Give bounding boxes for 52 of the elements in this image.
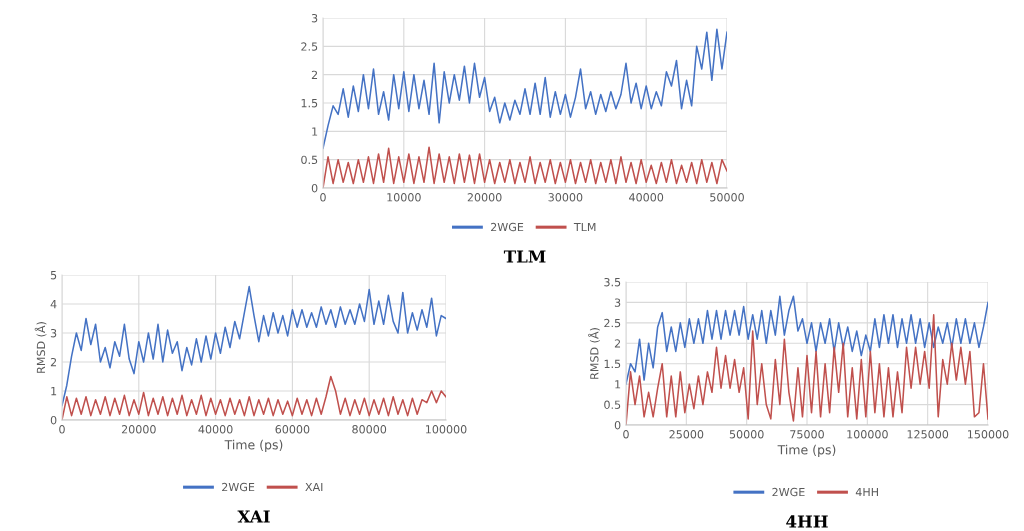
x-tick-label: 30000 xyxy=(548,193,583,202)
x-tick-label: 60000 xyxy=(275,425,310,434)
text: TLM xyxy=(503,250,546,263)
x-tick-label: 100000 xyxy=(426,425,467,434)
legend-label: 2WGE xyxy=(491,222,524,232)
y-tick-label: 2.5 xyxy=(604,318,621,328)
x-tick-label: 100000 xyxy=(847,430,888,439)
x-tick-label: 25000 xyxy=(669,430,704,439)
x-tick-label: 150000 xyxy=(968,430,1009,439)
y-tick-label: 0.5 xyxy=(604,400,621,409)
x-tick-label: 80000 xyxy=(352,425,387,434)
legend-label: XAI xyxy=(305,482,323,492)
x-tick-label: 50000 xyxy=(729,430,764,439)
x-tick-label: 0 xyxy=(59,425,65,434)
x-tick-label: 40000 xyxy=(629,193,664,202)
y-axis-title: RMSD (Å) xyxy=(34,322,47,373)
legend-label: 2WGE xyxy=(772,487,805,497)
y-tick-label: 1.5 xyxy=(604,359,621,369)
text: XAI xyxy=(237,510,270,523)
x-tick-label: 10000 xyxy=(387,193,421,202)
y-tick-label: 1 xyxy=(312,127,318,136)
legend-label: TLM xyxy=(573,222,596,232)
y-tick-label: 1 xyxy=(615,380,621,389)
y-tick-label: 0 xyxy=(50,415,57,425)
y-tick-label: 0.5 xyxy=(301,155,318,165)
x-tick-label: 50000 xyxy=(710,193,744,202)
y-tick-label: 0 xyxy=(311,183,318,193)
y-axis-title: RMSD (Å) xyxy=(588,328,600,379)
y-tick-label: 4 xyxy=(50,300,57,309)
y-tick-label: 3 xyxy=(50,328,57,338)
y-tick-label: 3.5 xyxy=(604,277,621,287)
x-axis-title: Time (ps) xyxy=(224,439,283,452)
x-tick-label: 0 xyxy=(623,430,629,439)
text: 4HH xyxy=(786,515,828,528)
legend-label: 4HH xyxy=(855,487,878,497)
y-tick-label: 1 xyxy=(51,387,57,396)
y-tick-label: 2 xyxy=(311,70,318,79)
x-tick-label: 20000 xyxy=(121,425,156,434)
y-tick-label: 3 xyxy=(311,13,318,23)
x-tick-label: 75000 xyxy=(790,430,824,439)
x-tick-label: 125000 xyxy=(907,430,949,439)
y-tick-label: 5 xyxy=(50,271,57,280)
y-tick-label: 3 xyxy=(614,298,621,307)
y-tick-label: 1.5 xyxy=(301,99,318,108)
x-tick-label: 40000 xyxy=(198,425,233,434)
legend-label: 2WGE xyxy=(222,482,255,492)
x-axis-title: Time (ps) xyxy=(777,444,836,457)
y-tick-label: 2 xyxy=(50,357,57,367)
x-tick-label: 20000 xyxy=(467,193,502,202)
y-tick-label: 2 xyxy=(614,339,621,348)
y-tick-label: 2.5 xyxy=(301,42,318,51)
x-tick-label: 0 xyxy=(320,193,326,202)
